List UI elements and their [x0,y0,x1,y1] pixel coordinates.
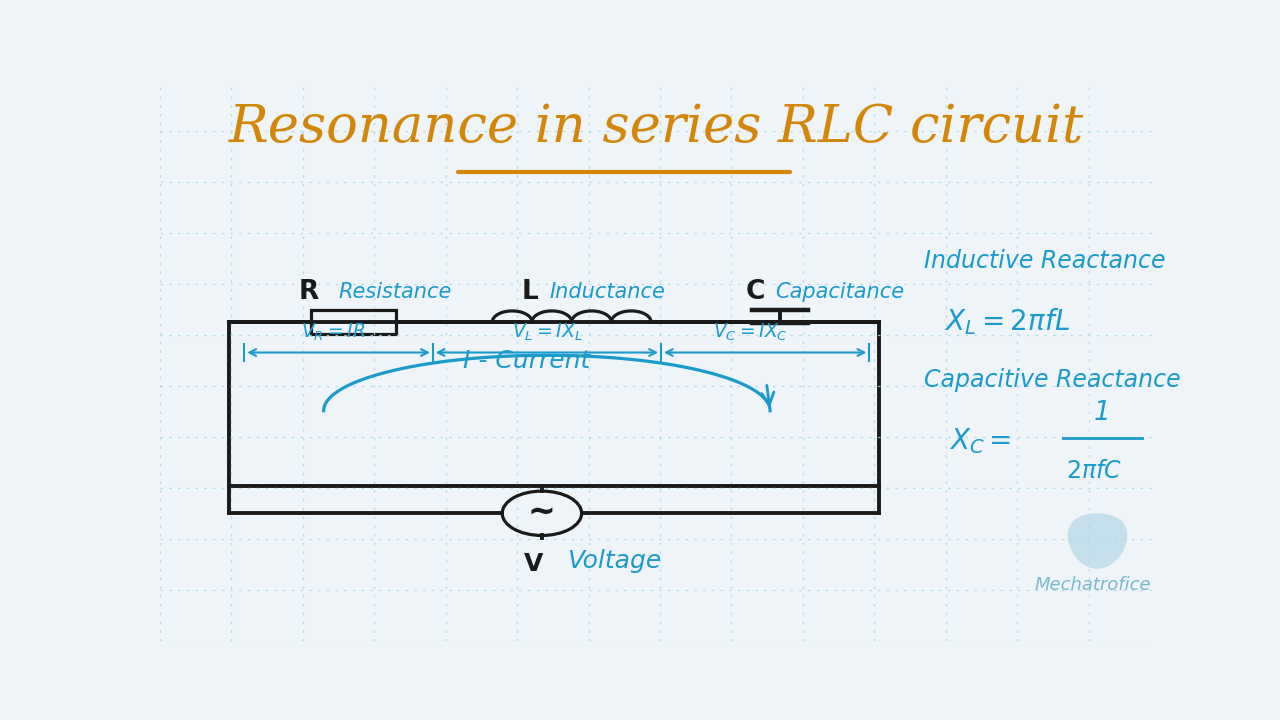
Text: Mechatrofice: Mechatrofice [1034,576,1151,595]
Bar [311,310,396,333]
Text: ~: ~ [527,495,556,528]
Polygon shape [1068,513,1128,569]
Text: V: V [525,552,544,576]
Text: L: L [522,279,539,305]
Text: I - Current: I - Current [463,348,590,373]
Bar [229,322,879,485]
Text: $X_L = 2\pi fL$: $X_L = 2\pi fL$ [943,307,1070,338]
Text: Capacitive Reactance: Capacitive Reactance [924,368,1180,392]
Text: Capacitance: Capacitance [776,282,904,302]
Text: 1: 1 [1094,400,1111,426]
Text: $2\pi fC$: $2\pi fC$ [1066,459,1121,482]
Text: Resonance in series RLC circuit: Resonance in series RLC circuit [228,102,1084,153]
Text: $X_C = $: $X_C = $ [948,426,1011,456]
Text: $V_R=IR$: $V_R=IR$ [302,321,366,343]
Text: C: C [745,279,765,305]
Text: Inductance: Inductance [550,282,666,302]
Text: R: R [298,279,319,305]
Text: Inductive Reactance: Inductive Reactance [924,249,1165,273]
Text: Voltage: Voltage [567,549,660,573]
Text: $V_C=IX_C$: $V_C=IX_C$ [713,321,787,343]
Text: Resistance: Resistance [338,282,452,302]
Text: $V_L=IX_L$: $V_L=IX_L$ [512,321,582,343]
